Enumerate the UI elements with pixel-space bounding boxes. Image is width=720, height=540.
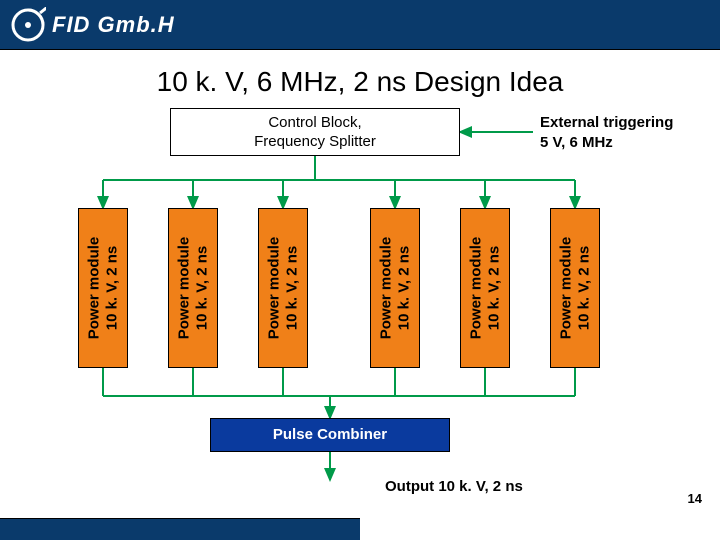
- control-block-line2: Frequency Splitter: [171, 133, 459, 152]
- power-module: Power module10 k. V, 2 ns: [168, 208, 218, 368]
- pulse-combiner-block: Pulse Combiner: [210, 418, 450, 452]
- output-label: Output 10 k. V, 2 ns: [385, 478, 523, 495]
- power-module-label: Power module10 k. V, 2 ns: [467, 237, 503, 340]
- logo-swirl-icon: [10, 7, 46, 43]
- slide-title: 10 k. V, 6 MHz, 2 ns Design Idea: [0, 66, 720, 98]
- power-module-label: Power module10 k. V, 2 ns: [175, 237, 211, 340]
- power-module: Power module10 k. V, 2 ns: [78, 208, 128, 368]
- header-bar: FID Gmb.H: [0, 0, 720, 50]
- power-module: Power module10 k. V, 2 ns: [550, 208, 600, 368]
- company-logo: FID Gmb.H: [10, 7, 175, 43]
- block-diagram: Control Block, Frequency Splitter Extern…: [0, 108, 720, 488]
- logo-text: FID Gmb.H: [52, 12, 175, 38]
- footer-bar: [0, 518, 360, 540]
- control-block: Control Block, Frequency Splitter: [170, 108, 460, 156]
- power-module-label: Power module10 k. V, 2 ns: [557, 237, 593, 340]
- power-module-label: Power module10 k. V, 2 ns: [377, 237, 413, 340]
- slide-number: 14: [688, 491, 702, 506]
- power-module: Power module10 k. V, 2 ns: [370, 208, 420, 368]
- power-module-label: Power module10 k. V, 2 ns: [85, 237, 121, 340]
- ext-trig-line2: 5 V, 6 MHz: [540, 133, 673, 153]
- external-trigger-label: External triggering 5 V, 6 MHz: [540, 113, 673, 152]
- control-block-line1: Control Block,: [171, 114, 459, 133]
- power-module-label: Power module10 k. V, 2 ns: [265, 237, 301, 340]
- power-module: Power module10 k. V, 2 ns: [460, 208, 510, 368]
- power-module: Power module10 k. V, 2 ns: [258, 208, 308, 368]
- ext-trig-line1: External triggering: [540, 113, 673, 133]
